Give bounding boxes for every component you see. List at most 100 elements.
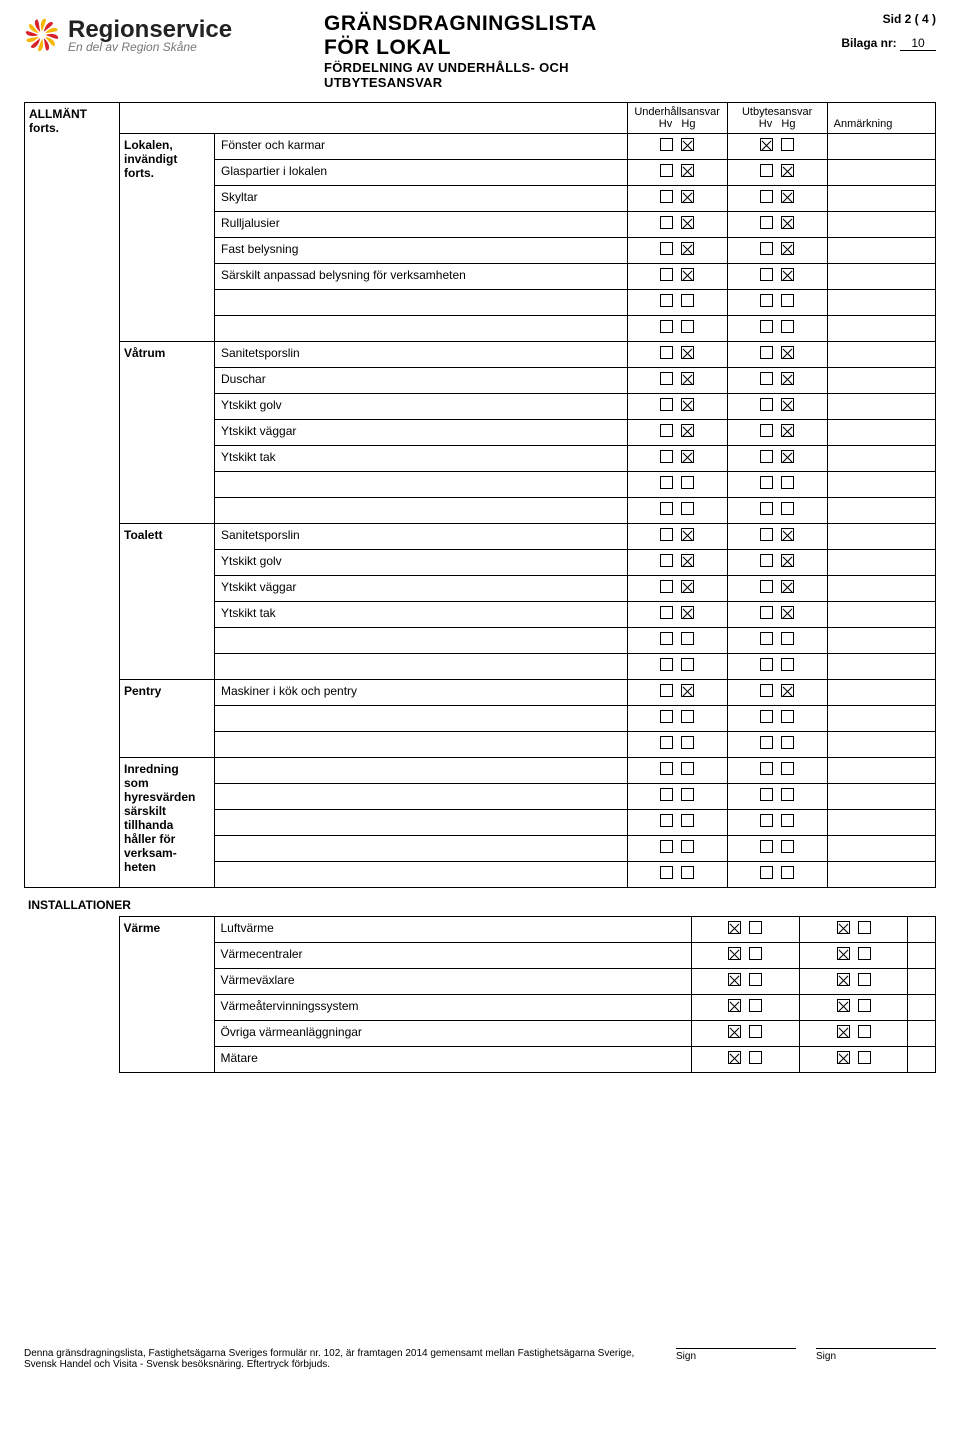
checkbox[interactable] [760, 580, 773, 593]
checkbox[interactable] [781, 502, 794, 515]
checkbox[interactable] [660, 502, 673, 515]
checkbox[interactable] [660, 268, 673, 281]
checkbox[interactable] [681, 294, 694, 307]
checkbox[interactable] [760, 658, 773, 671]
checkbox[interactable] [749, 1025, 762, 1038]
checkbox[interactable] [681, 866, 694, 879]
checkbox[interactable] [837, 973, 850, 986]
checkbox[interactable] [660, 320, 673, 333]
checkbox[interactable] [781, 476, 794, 489]
checkbox[interactable] [749, 973, 762, 986]
checkbox[interactable] [760, 164, 773, 177]
checkbox[interactable] [781, 788, 794, 801]
checkbox[interactable] [781, 294, 794, 307]
checkbox[interactable] [681, 840, 694, 853]
checkbox[interactable] [837, 1025, 850, 1038]
checkbox[interactable] [781, 242, 794, 255]
checkbox[interactable] [781, 736, 794, 749]
checkbox[interactable] [837, 947, 850, 960]
checkbox[interactable] [681, 710, 694, 723]
checkbox[interactable] [681, 268, 694, 281]
checkbox[interactable] [781, 320, 794, 333]
checkbox[interactable] [781, 840, 794, 853]
checkbox[interactable] [781, 164, 794, 177]
checkbox[interactable] [728, 947, 741, 960]
checkbox[interactable] [760, 398, 773, 411]
checkbox[interactable] [660, 450, 673, 463]
checkbox[interactable] [781, 632, 794, 645]
checkbox[interactable] [781, 528, 794, 541]
checkbox[interactable] [681, 528, 694, 541]
checkbox[interactable] [760, 450, 773, 463]
checkbox[interactable] [660, 346, 673, 359]
checkbox[interactable] [681, 788, 694, 801]
checkbox[interactable] [760, 866, 773, 879]
checkbox[interactable] [660, 840, 673, 853]
checkbox[interactable] [760, 606, 773, 619]
checkbox[interactable] [781, 346, 794, 359]
checkbox[interactable] [660, 736, 673, 749]
checkbox[interactable] [681, 658, 694, 671]
checkbox[interactable] [681, 476, 694, 489]
checkbox[interactable] [858, 947, 871, 960]
checkbox[interactable] [760, 502, 773, 515]
checkbox[interactable] [781, 684, 794, 697]
checkbox[interactable] [660, 294, 673, 307]
checkbox[interactable] [760, 320, 773, 333]
checkbox[interactable] [760, 710, 773, 723]
checkbox[interactable] [660, 554, 673, 567]
checkbox[interactable] [681, 190, 694, 203]
checkbox[interactable] [728, 973, 741, 986]
checkbox[interactable] [728, 1051, 741, 1064]
checkbox[interactable] [837, 1051, 850, 1064]
checkbox[interactable] [681, 684, 694, 697]
checkbox[interactable] [781, 138, 794, 151]
checkbox[interactable] [760, 762, 773, 775]
checkbox[interactable] [681, 320, 694, 333]
checkbox[interactable] [660, 866, 673, 879]
checkbox[interactable] [781, 762, 794, 775]
checkbox[interactable] [749, 921, 762, 934]
checkbox[interactable] [660, 606, 673, 619]
checkbox[interactable] [681, 632, 694, 645]
checkbox[interactable] [760, 684, 773, 697]
checkbox[interactable] [858, 1051, 871, 1064]
checkbox[interactable] [781, 372, 794, 385]
checkbox[interactable] [660, 528, 673, 541]
checkbox[interactable] [781, 216, 794, 229]
checkbox[interactable] [760, 736, 773, 749]
checkbox[interactable] [681, 164, 694, 177]
checkbox[interactable] [681, 242, 694, 255]
checkbox[interactable] [681, 814, 694, 827]
checkbox[interactable] [760, 814, 773, 827]
checkbox[interactable] [781, 580, 794, 593]
checkbox[interactable] [660, 138, 673, 151]
checkbox[interactable] [749, 999, 762, 1012]
checkbox[interactable] [660, 476, 673, 489]
checkbox[interactable] [681, 502, 694, 515]
checkbox[interactable] [781, 398, 794, 411]
checkbox[interactable] [760, 528, 773, 541]
checkbox[interactable] [858, 973, 871, 986]
checkbox[interactable] [681, 736, 694, 749]
checkbox[interactable] [781, 424, 794, 437]
checkbox[interactable] [749, 1051, 762, 1064]
checkbox[interactable] [660, 762, 673, 775]
checkbox[interactable] [660, 632, 673, 645]
checkbox[interactable] [781, 268, 794, 281]
checkbox[interactable] [760, 424, 773, 437]
checkbox[interactable] [760, 554, 773, 567]
checkbox[interactable] [660, 190, 673, 203]
checkbox[interactable] [749, 947, 762, 960]
checkbox[interactable] [681, 372, 694, 385]
checkbox[interactable] [760, 372, 773, 385]
checkbox[interactable] [681, 554, 694, 567]
checkbox[interactable] [760, 138, 773, 151]
checkbox[interactable] [760, 268, 773, 281]
checkbox[interactable] [681, 762, 694, 775]
checkbox[interactable] [760, 190, 773, 203]
checkbox[interactable] [837, 999, 850, 1012]
checkbox[interactable] [781, 606, 794, 619]
checkbox[interactable] [760, 840, 773, 853]
checkbox[interactable] [781, 554, 794, 567]
